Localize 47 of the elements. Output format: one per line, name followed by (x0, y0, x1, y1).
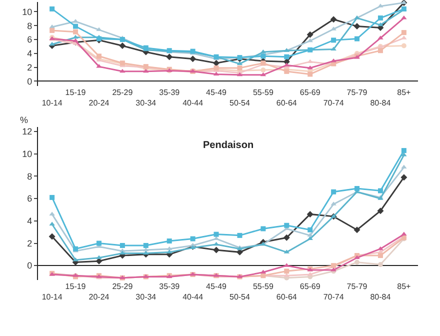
x-tick-label: 50-54 (229, 292, 251, 302)
x-tick-label: 45-49 (206, 88, 228, 97)
y-tick-label: 10 (22, 149, 32, 160)
x-tick-label: 65-69 (300, 88, 321, 97)
x-tick-label: 85+ (397, 282, 412, 292)
x-tick-label: 30-34 (136, 98, 157, 108)
x-tick-label: 70-74 (323, 98, 344, 108)
x-tick-label: 75-79 (346, 282, 368, 292)
y-tick-label: 4 (27, 216, 32, 226)
y-tick-label: 0 (27, 260, 32, 271)
x-tick-label: 20-24 (88, 292, 110, 302)
x-tick-label: 55-59 (252, 282, 274, 292)
y-tick-label: 2 (27, 238, 32, 248)
y-tick-label: 8 (27, 20, 32, 31)
x-tick-label: 10-14 (42, 98, 63, 108)
y-tick-label: 6 (27, 194, 32, 204)
x-tick-label: 50-54 (229, 98, 251, 108)
x-tick-label: 80-84 (370, 292, 392, 302)
x-tick-label: 65-69 (300, 282, 321, 292)
x-tick-label: 35-39 (159, 282, 180, 292)
x-tick-label: 55-59 (252, 88, 274, 97)
x-tick-label: 25-29 (112, 88, 134, 97)
y-tick-label: 4 (27, 48, 32, 59)
y-tick-label: 8 (27, 171, 32, 182)
x-tick-label: 25-29 (112, 282, 134, 292)
y-tick-label: 10 (22, 6, 32, 17)
y-tick-label: 12 (22, 126, 32, 137)
y-axis-title: % (20, 115, 28, 125)
x-tick-label: 15-19 (65, 282, 86, 292)
x-tick-label: 10-14 (42, 292, 63, 302)
y-tick-label: 0 (27, 76, 32, 86)
x-tick-label: 30-34 (136, 292, 157, 302)
x-tick-label: 70-74 (323, 292, 344, 302)
y-tick-label: 6 (27, 34, 32, 45)
x-tick-label: 15-19 (65, 88, 86, 97)
x-tick-label: 45-49 (206, 282, 228, 292)
x-tick-label: 60-64 (276, 292, 298, 302)
y-tick-label: 2 (27, 62, 32, 72)
x-tick-label: 60-64 (276, 98, 298, 108)
x-tick-label: 35-39 (159, 88, 180, 97)
x-tick-label: 75-79 (346, 88, 368, 97)
text: Pendaison (203, 140, 254, 151)
x-tick-label: 80-84 (370, 98, 392, 108)
x-tick-label: 85+ (397, 88, 412, 97)
x-tick-label: 40-44 (182, 292, 204, 302)
x-tick-label: 40-44 (182, 98, 204, 108)
x-tick-label: 20-24 (88, 98, 110, 108)
